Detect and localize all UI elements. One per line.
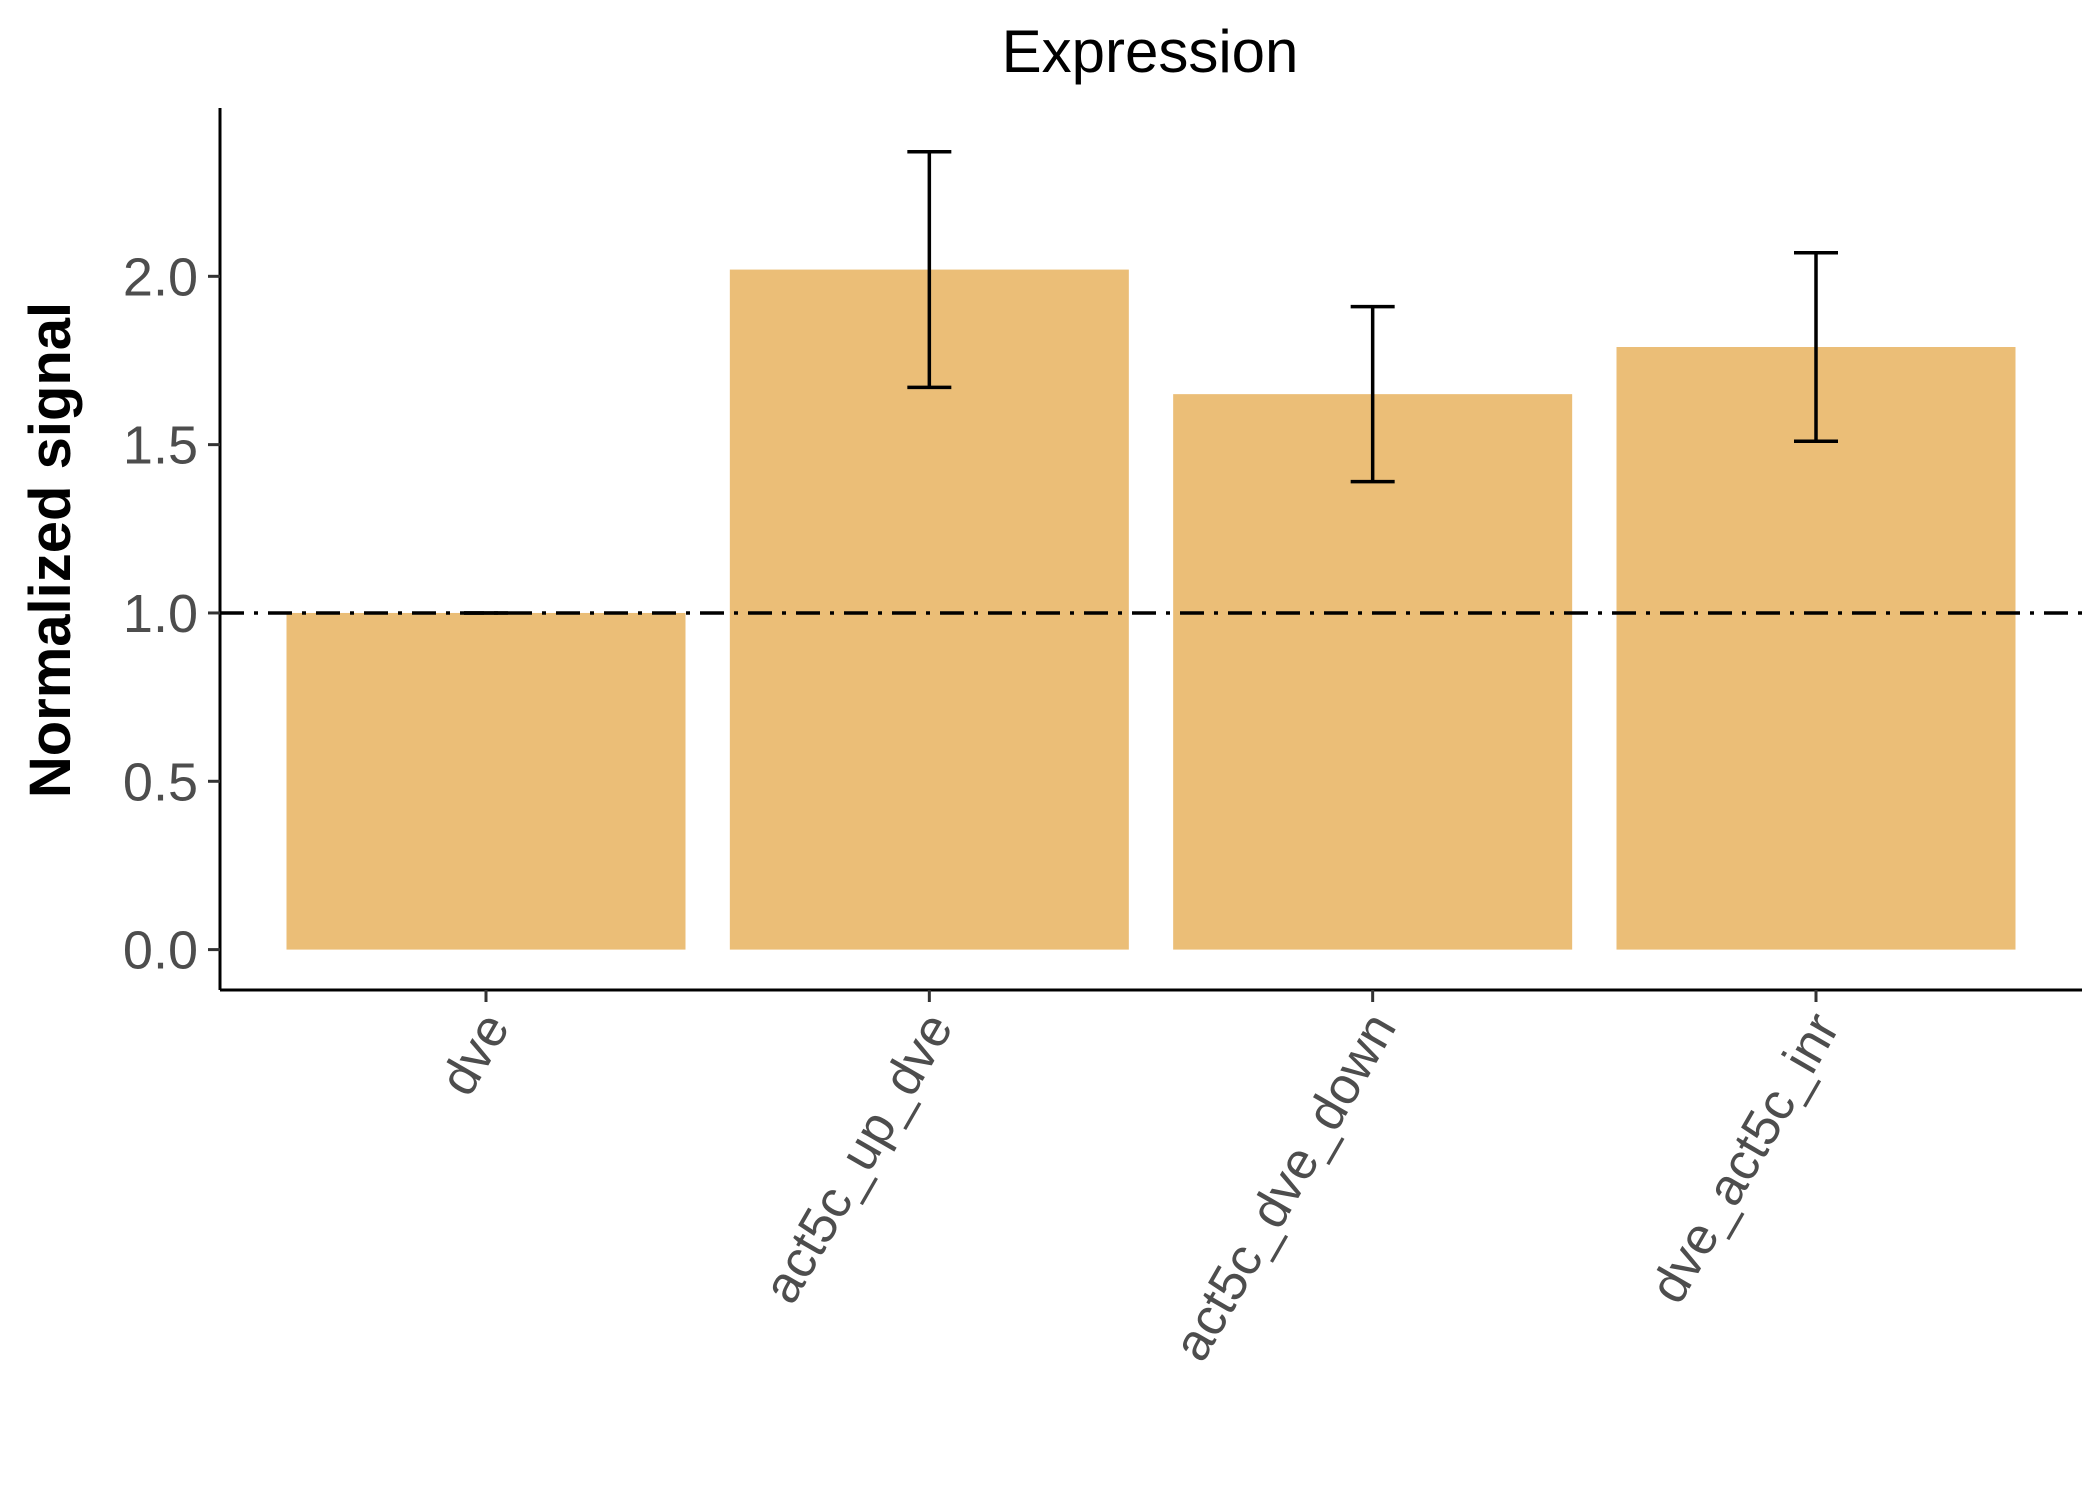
bar-dve xyxy=(286,612,686,950)
bar-dve_act5c_inr xyxy=(1616,347,2016,950)
y-tick-label: 2.0 xyxy=(123,247,198,307)
x-tick-label: dve_act5c_inr xyxy=(1639,1004,1851,1313)
chart-title: Expression xyxy=(1002,18,1299,85)
y-tick-label: 0.0 xyxy=(123,921,198,981)
x-tick-label: act5c_dve_down xyxy=(1162,1004,1407,1371)
y-tick-label: 1.5 xyxy=(123,416,198,476)
plot-area: 0.0 0.5 1.0 1.5 2.0 dve act5c_up_dve act5c_dve_… xyxy=(123,108,2082,1370)
y-axis-label: Normalized signal xyxy=(18,302,83,798)
x-tick-label: dve xyxy=(429,1004,521,1106)
bar-act5c_dve_down xyxy=(1173,394,1573,950)
y-tick-label: 0.5 xyxy=(123,752,198,812)
x-tick-label: act5c_up_dve xyxy=(752,1003,964,1312)
y-tick-label: 1.0 xyxy=(123,584,198,644)
